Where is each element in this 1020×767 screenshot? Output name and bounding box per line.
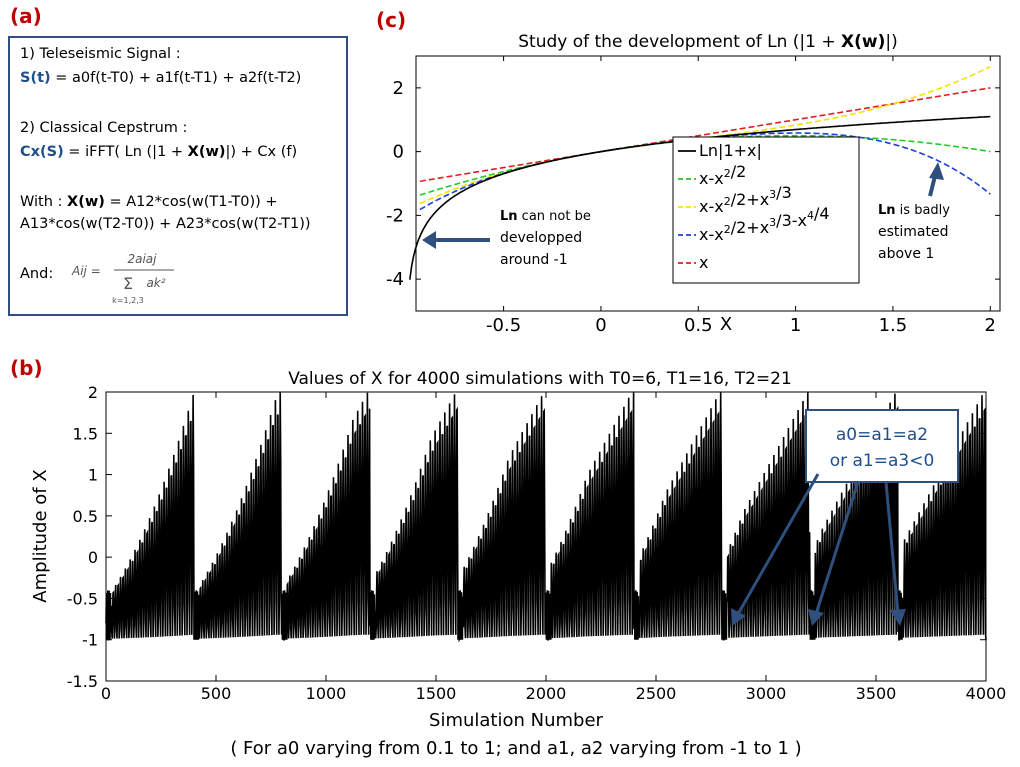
- b-xtick-label: 2000: [526, 684, 567, 703]
- c-xtick-label: 1: [790, 315, 801, 334]
- cepstrum-formula: Cx(S) = iFFT( Ln (|1 + X(w)|) + Cx (f): [20, 144, 297, 160]
- callout-box: [805, 409, 959, 483]
- simulation-chart: Values of X for 4000 simulations with T0…: [30, 369, 1007, 759]
- with-line-2: A13*cos(w(T2-T0)) + A23*cos(w(T2-T1)): [20, 216, 311, 232]
- chart-c-title: Study of the development of Ln (|1 + X(w…: [518, 32, 898, 52]
- signal-formula: S(t) = a0f(t-T0) + a1f(t-T1) + a2f(t-T2): [20, 70, 301, 86]
- callout-line-2: or a1=a3<0: [830, 451, 935, 471]
- b-xtick-label: 3000: [746, 684, 787, 703]
- c-xtick-label: 0: [595, 315, 606, 334]
- chart-b-series: [105, 391, 987, 643]
- callout-arrowhead-3: [890, 609, 906, 626]
- panel-b-tag: (b): [10, 356, 43, 380]
- c-ytick-label: 2: [393, 78, 404, 99]
- signal-heading: 1) Teleseismic Signal :: [20, 46, 181, 62]
- annotation-left-arrowhead: [422, 231, 436, 249]
- formula-denominator: ak²: [146, 276, 165, 290]
- callout: a0=a1=a2 or a1=a3<0: [731, 409, 959, 626]
- annotation-right-2: estimated: [878, 224, 949, 240]
- annotation-right-1: Ln is badly: [878, 203, 950, 218]
- b-xtick-label: 1000: [306, 684, 347, 703]
- legend-label: x-x2/2+x3/3-x4/4: [699, 204, 830, 244]
- callout-line-1: a0=a1=a2: [836, 425, 928, 445]
- b-ytick-label: 0: [88, 548, 98, 567]
- b-ytick-label: 2: [88, 383, 98, 402]
- legend-box: [672, 136, 860, 284]
- chart-b-ylabel: Amplitude of X: [30, 469, 51, 602]
- b-xtick-label: 1500: [416, 684, 457, 703]
- annotation-right-arrowhead: [929, 162, 944, 180]
- with-equation: = A12*cos(w(T1-T0)) +: [104, 194, 278, 210]
- chart-b-title: Values of X for 4000 simulations with T0…: [288, 369, 792, 389]
- formula-lhs: Aij =: [71, 264, 101, 278]
- panel-a-tag: (a): [10, 4, 42, 28]
- chart-b-xlabel: Simulation Number: [429, 710, 604, 731]
- cepstrum-x: X(w): [187, 144, 226, 160]
- formula-numerator: 2aiaj: [127, 252, 157, 266]
- c-ytick-label: 0: [393, 142, 404, 163]
- b-xtick-label: 0: [101, 684, 111, 703]
- callout-arrow-2: [814, 481, 860, 615]
- chart-c-xlabel: X: [720, 314, 732, 334]
- sum-index: k=1,2,3: [112, 296, 144, 305]
- callout-arrowhead-1: [731, 608, 746, 626]
- with-label: With :: [20, 194, 68, 210]
- c-xtick-label: 0.5: [684, 315, 713, 334]
- sum-symbol: Σ: [123, 274, 133, 293]
- and-label: And:: [20, 266, 54, 282]
- chart-b-caption: ( For a0 varying from 0.1 to 1; and a1, …: [230, 738, 801, 759]
- signal-equation: = a0f(t-T0) + a1f(t-T1) + a2f(t-T2): [50, 70, 302, 86]
- b-ytick-label: 1.5: [73, 424, 98, 443]
- c-ytick-label: -2: [386, 205, 404, 226]
- formula-box: 1) Teleseismic Signal : S(t) = a0f(t-T0)…: [8, 36, 348, 316]
- legend-label: x-x2/2: [699, 162, 746, 188]
- c-ytick-label: -4: [386, 269, 404, 290]
- b-xtick-label: 500: [201, 684, 232, 703]
- panel-c-tag: (c): [376, 8, 407, 32]
- b-ytick-label: -1: [82, 631, 98, 650]
- callout-arrow-1: [736, 473, 820, 615]
- legend-label: x-x2/2+x3/3: [699, 183, 792, 216]
- callout-arrowhead-2: [808, 609, 824, 626]
- cepstrum-label: Cx(S): [20, 144, 64, 160]
- cepstrum-eq-a: = iFFT( Ln (|1 +: [63, 144, 188, 160]
- c-xtick-label: -0.5: [486, 315, 521, 334]
- aij-formula-image: Aij = 2aiaj Σ ak² k=1,2,3: [71, 252, 174, 305]
- signal-label: S(t): [20, 70, 51, 86]
- annotation-left-3: around -1: [500, 252, 568, 268]
- b-xtick-label: 2500: [636, 684, 677, 703]
- chart-c-legend: Ln|1+x| x-x2/2x-x2/2+x3/3x-x2/2+x3/3-x4/4…: [672, 136, 860, 284]
- b-xtick-label: 4000: [966, 684, 1007, 703]
- c-xtick-label: 2: [985, 315, 996, 334]
- annotation-right-3: above 1: [878, 246, 934, 262]
- callout-arrow-3: [884, 481, 900, 615]
- chart-c-frame: [415, 55, 1001, 312]
- cepstrum-eq-b: |) + Cx (f): [225, 144, 298, 160]
- expansion-chart: Study of the development of Ln (|1 + X(w…: [386, 32, 1001, 334]
- with-line: With : X(w) = A12*cos(w(T1-T0)) +: [20, 194, 278, 210]
- c-xtick-label: 1.5: [879, 315, 908, 334]
- b-xtick-label: 3500: [856, 684, 897, 703]
- b-ytick-label: 0.5: [73, 507, 98, 526]
- b-ytick-label: -0.5: [67, 589, 98, 608]
- b-ytick-label: 1: [88, 466, 98, 485]
- legend-label: x: [699, 253, 708, 272]
- annotation-left-1: Ln can not be: [500, 209, 591, 224]
- with-x: X(w): [67, 194, 105, 210]
- legend-label: Ln|1+x|: [699, 141, 762, 160]
- annotation-left-2: developped: [500, 230, 582, 246]
- cepstrum-heading: 2) Classical Cepstrum :: [20, 120, 188, 136]
- b-ytick-label: -1.5: [67, 672, 98, 691]
